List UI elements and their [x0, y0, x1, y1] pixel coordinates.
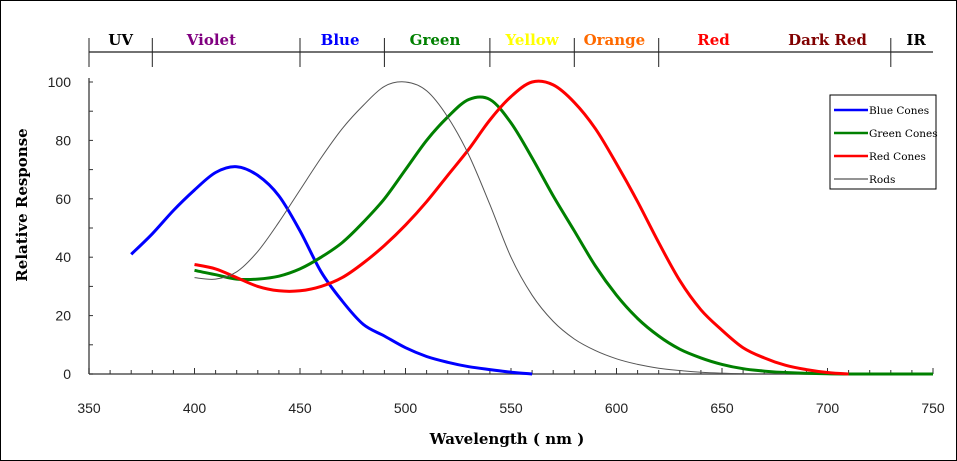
- series-line-rods: [194, 81, 786, 375]
- x-tick-label: 500: [394, 400, 418, 416]
- band-label-blue: Blue: [321, 31, 360, 49]
- legend-entry-label: Green Cones: [869, 128, 938, 140]
- y-tick-label: 40: [55, 249, 71, 265]
- x-axis-label: Wavelength ( nm ): [429, 430, 585, 448]
- y-tick-label: 80: [55, 132, 71, 148]
- band-label-violet: Violet: [186, 31, 236, 49]
- x-tick-label: 650: [710, 400, 734, 416]
- legend-box: [829, 94, 937, 190]
- x-tick-label: 750: [921, 400, 945, 416]
- x-tick-label: 450: [288, 400, 312, 416]
- band-label-ir: IR: [906, 31, 926, 49]
- band-label-yellow: Yellow: [504, 31, 559, 49]
- series-line-blue-cones: [130, 165, 533, 376]
- x-tick-label: 600: [605, 400, 629, 416]
- series-line-green-cones: [194, 95, 934, 376]
- legend-entry-label: Red Cones: [869, 151, 926, 163]
- band-label-uv: UV: [108, 31, 133, 49]
- x-tick-label: 550: [499, 400, 523, 416]
- legend-entry-label: Blue Cones: [869, 105, 929, 117]
- spectrum-band-ruler: UV Violet Blue Green Yellow Orange Red Dark Red…: [88, 31, 933, 67]
- series-line-red-cones: [194, 79, 849, 376]
- band-label-green: Green: [410, 31, 461, 49]
- x-tick-label: 400: [183, 400, 207, 416]
- y-tick-label: 0: [63, 366, 71, 382]
- band-label-dark-red: Dark Red: [788, 31, 867, 49]
- y-axis-label: Relative Response: [13, 128, 31, 281]
- y-tick-label: 60: [55, 191, 71, 207]
- y-tick-label: 20: [55, 308, 71, 324]
- legend: Blue Cones Green Cones Red Cones Rods: [829, 94, 938, 190]
- series-lines: [130, 79, 934, 376]
- x-tick-label: 700: [816, 400, 840, 416]
- band-label-orange: Orange: [584, 31, 646, 49]
- band-label-red: Red: [697, 31, 730, 49]
- y-tick-label: 100: [48, 74, 72, 90]
- ticks: 350 400 450 500 550 600 650 700 750 0 20 40 60 80 100: [48, 74, 945, 416]
- legend-entry-label: Rods: [869, 174, 895, 186]
- x-tick-label: 350: [77, 400, 101, 416]
